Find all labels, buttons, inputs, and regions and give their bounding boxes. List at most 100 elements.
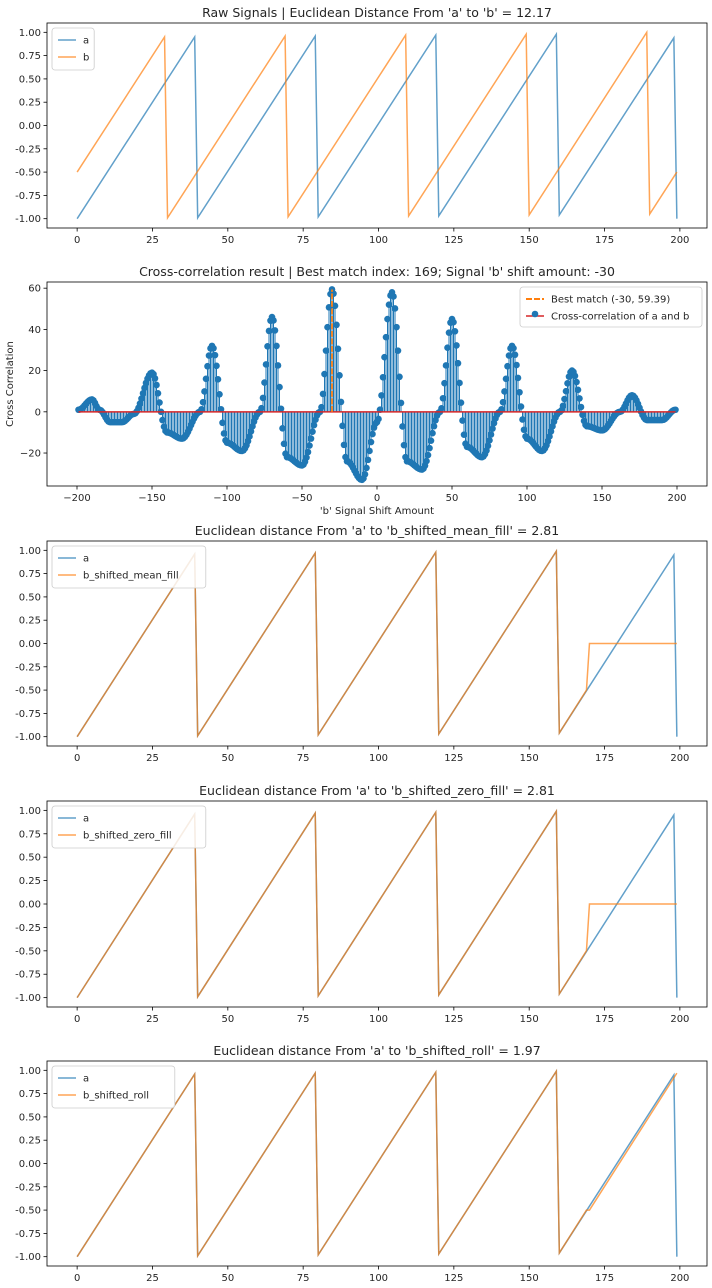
x-tick-label: 50 <box>221 753 234 764</box>
y-tick-label: 0.00 <box>19 1159 41 1170</box>
stem-marker <box>264 342 271 350</box>
y-tick-label: 0.25 <box>19 1136 41 1147</box>
x-tick-label: 150 <box>520 235 539 246</box>
stem-marker <box>394 347 402 354</box>
stem-marker <box>430 422 438 430</box>
stem-marker <box>501 388 508 395</box>
legend-label-b_shifted_zero_fill: b_shifted_zero_fill <box>83 831 172 842</box>
stem-marker <box>201 388 208 395</box>
legend-label-b_shifted_mean_fill: b_shifted_mean_fill <box>83 571 179 582</box>
y-tick-label: -0.75 <box>15 709 41 720</box>
x-tick-label: 150 <box>520 753 539 764</box>
stem-marker <box>519 416 526 423</box>
x-tick-label: 150 <box>520 1014 539 1025</box>
stem-marker <box>571 372 579 380</box>
stem-marker <box>397 399 405 407</box>
chart-panel-2: Cross-correlation result | Best match in… <box>5 264 708 517</box>
x-tick-label: 175 <box>595 1014 614 1025</box>
stem-series <box>75 286 679 484</box>
stem-marker <box>375 415 382 423</box>
stem-marker <box>547 428 555 435</box>
stem-marker <box>484 442 492 450</box>
x-tick-label: 125 <box>444 1273 463 1284</box>
legend-label-a: a <box>83 36 89 47</box>
legend-label-b: b <box>83 53 89 64</box>
stem-marker <box>325 304 333 311</box>
stem-marker <box>454 359 462 367</box>
x-tick-label: 100 <box>517 493 536 504</box>
x-tick-label: 150 <box>520 1273 539 1284</box>
stem-marker <box>277 405 285 413</box>
stem-marker <box>310 421 318 429</box>
stem-marker <box>262 361 270 368</box>
stem-marker <box>216 391 223 398</box>
x-tick-label: 75 <box>297 753 310 764</box>
y-tick-label: 0.25 <box>19 876 41 887</box>
x-tick-label: 175 <box>595 753 614 764</box>
stem-marker <box>211 351 219 359</box>
x-tick-label: 50 <box>446 493 459 504</box>
stem-marker <box>309 428 316 435</box>
y-tick-label: 1.00 <box>19 806 41 817</box>
stem-marker <box>210 344 217 352</box>
stem-marker <box>336 372 343 379</box>
stem-marker <box>279 424 286 432</box>
series-line-b_shifted_roll <box>76 1068 678 1259</box>
stem-marker <box>153 381 160 389</box>
stem-marker <box>381 353 388 361</box>
x-tick-label: 200 <box>670 753 689 764</box>
stem-marker <box>429 429 436 437</box>
stem-marker <box>304 448 312 456</box>
legend-box <box>51 545 207 589</box>
stem-marker <box>331 302 339 310</box>
stem-marker <box>367 438 375 446</box>
stem-marker <box>400 441 408 449</box>
stem-marker <box>396 373 403 381</box>
x-tick-label: 50 <box>221 235 234 246</box>
legend-swatch-marker <box>531 310 539 318</box>
legend-label-b_shifted_roll: b_shifted_roll <box>83 1091 149 1102</box>
stem-marker <box>205 352 213 359</box>
x-tick-label: 100 <box>369 235 388 246</box>
stem-marker <box>379 373 387 381</box>
stem-marker <box>546 433 553 440</box>
chart-title: Euclidean distance From 'a' to 'b_shifte… <box>195 523 559 538</box>
stem-marker <box>322 347 330 354</box>
y-tick-label: -0.25 <box>15 144 41 155</box>
stem-marker <box>516 388 523 396</box>
stem-marker <box>324 323 331 331</box>
stem-marker <box>502 375 510 383</box>
x-tick-label: 25 <box>146 1273 159 1284</box>
stem-marker <box>276 383 283 391</box>
x-tick-label: 25 <box>146 753 159 764</box>
stem-marker <box>505 352 513 359</box>
stem-marker <box>382 333 390 341</box>
stem-marker <box>378 392 385 399</box>
y-tick-label: 0.00 <box>19 121 41 132</box>
legend: a b_shifted_zero_fill <box>51 805 207 849</box>
stem-marker <box>439 394 447 402</box>
x-tick-label: 125 <box>444 1014 463 1025</box>
stem-marker <box>261 379 268 386</box>
y-tick-label: 0.75 <box>19 51 41 62</box>
stem-marker <box>393 323 400 331</box>
stem-marker <box>366 447 373 455</box>
x-tick-label: 175 <box>595 1273 614 1284</box>
x-tick-label: 100 <box>369 1014 388 1025</box>
y-tick-label: 40 <box>28 325 41 336</box>
y-tick-label: -1.00 <box>15 214 41 225</box>
y-tick-label: -1.00 <box>15 993 41 1004</box>
stem-marker <box>259 394 267 402</box>
stem-marker <box>270 317 277 324</box>
legend: Best match (-30, 59.39) Cross-correlation… <box>519 286 703 328</box>
stem-marker <box>138 395 145 402</box>
x-tick-label: 25 <box>146 1014 159 1025</box>
stem-marker <box>306 442 313 449</box>
chart-title: Raw Signals | Euclidean Distance From 'a… <box>202 5 552 20</box>
series-line-a <box>76 31 678 221</box>
stem-marker <box>361 471 369 478</box>
x-tick-label: 0 <box>74 1014 80 1025</box>
legend-box <box>519 286 703 328</box>
stem-marker <box>424 451 432 459</box>
stem-marker <box>246 433 253 440</box>
